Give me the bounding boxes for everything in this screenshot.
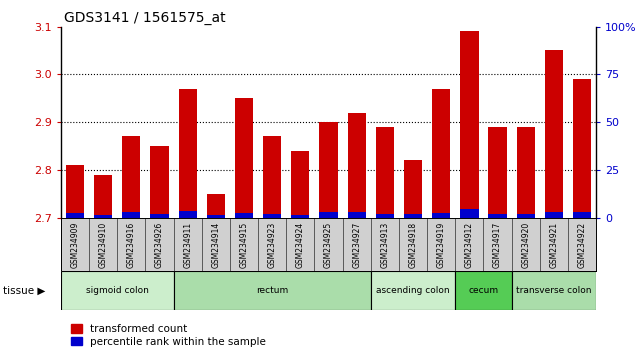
Bar [573,79,591,218]
Bar [66,213,84,218]
Bar [206,194,225,218]
Text: GSM234914: GSM234914 [212,222,221,268]
Text: GSM234922: GSM234922 [578,222,587,268]
Bar [545,51,563,218]
Bar [347,113,366,218]
Bar [291,151,310,218]
Text: ascending colon: ascending colon [376,286,450,295]
Bar [573,212,591,218]
Text: GSM234916: GSM234916 [127,222,136,268]
Bar [122,137,140,218]
Bar [517,214,535,218]
Text: GSM234919: GSM234919 [437,222,445,268]
Bar [206,215,225,218]
Text: GSM234911: GSM234911 [183,222,192,268]
Bar [460,32,479,218]
Bar [61,271,174,310]
Text: tissue ▶: tissue ▶ [3,285,46,295]
Bar [263,214,281,218]
Text: GSM234925: GSM234925 [324,222,333,268]
Bar [66,165,84,218]
Bar [151,146,169,218]
Bar [488,127,506,218]
Bar [404,214,422,218]
Text: GDS3141 / 1561575_at: GDS3141 / 1561575_at [64,11,226,25]
Text: GSM234912: GSM234912 [465,222,474,268]
Text: GSM234918: GSM234918 [408,222,417,268]
Bar [347,212,366,218]
Text: GSM234923: GSM234923 [268,222,277,268]
Bar [545,212,563,218]
Bar [404,160,422,218]
Text: GSM234921: GSM234921 [549,222,558,268]
Text: GSM234915: GSM234915 [240,222,249,268]
Bar [94,175,112,218]
Bar [178,89,197,218]
Text: GSM234926: GSM234926 [155,222,164,268]
Bar [432,213,451,218]
Bar [376,127,394,218]
Text: GSM234920: GSM234920 [521,222,530,268]
Legend: transformed count, percentile rank within the sample: transformed count, percentile rank withi… [69,322,268,349]
Text: GSM234924: GSM234924 [296,222,305,268]
Bar [319,212,338,218]
Bar [235,98,253,218]
Bar [370,271,455,310]
Bar [178,211,197,218]
Text: GSM234910: GSM234910 [99,222,108,268]
Text: rectum: rectum [256,286,288,295]
Text: cecum: cecum [469,286,499,295]
Bar [151,214,169,218]
Bar [235,213,253,218]
Text: transverse colon: transverse colon [516,286,592,295]
Bar [122,212,140,218]
Text: GSM234927: GSM234927 [352,222,361,268]
Text: GSM234917: GSM234917 [493,222,502,268]
Bar [460,209,479,218]
Bar [512,271,596,310]
Bar [517,127,535,218]
Bar [94,215,112,218]
Text: GSM234913: GSM234913 [380,222,389,268]
Bar [455,271,512,310]
Bar [488,214,506,218]
Bar [432,89,451,218]
Bar [263,137,281,218]
Text: GSM234909: GSM234909 [71,222,79,268]
Bar [319,122,338,218]
Text: sigmoid colon: sigmoid colon [86,286,149,295]
Bar [174,271,370,310]
Bar [376,214,394,218]
Bar [291,215,310,218]
